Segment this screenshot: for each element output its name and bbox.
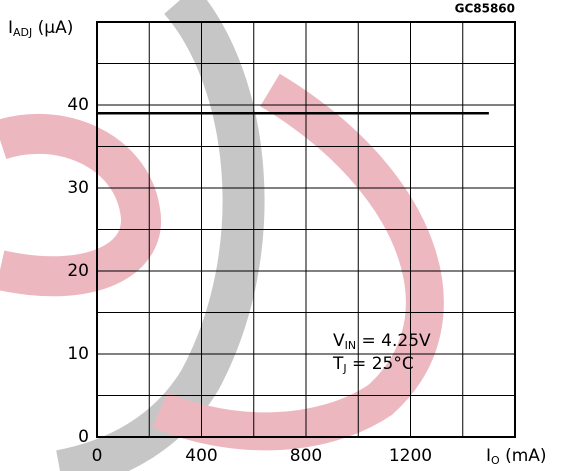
x-tick-label: 0 bbox=[92, 446, 103, 466]
y-axis-subscript: ADJ bbox=[13, 26, 32, 39]
y-tick-label: 0 bbox=[78, 427, 89, 447]
grid bbox=[97, 22, 515, 437]
y-axis-unit: (μA) bbox=[32, 18, 73, 38]
y-tick-label: 40 bbox=[67, 95, 89, 115]
annotation: TJ = 25°C bbox=[332, 354, 414, 375]
y-axis-symbol: I bbox=[8, 18, 13, 38]
y-tick-label: 20 bbox=[67, 261, 89, 281]
watermark bbox=[0, 0, 444, 471]
y-tick-label: 30 bbox=[67, 178, 89, 198]
x-tick-label: 1200 bbox=[389, 446, 432, 466]
annotation-value: = 25°C bbox=[347, 354, 414, 374]
x-axis-subscript: O bbox=[491, 454, 500, 467]
annotation-symbol: V bbox=[333, 331, 345, 351]
annotation-symbol: T bbox=[332, 354, 344, 374]
annotation: VIN = 4.25V bbox=[333, 331, 431, 352]
watermark-arc bbox=[55, 0, 265, 471]
annotation-value: = 4.25V bbox=[356, 331, 431, 351]
annotation-subscript: IN bbox=[345, 339, 356, 352]
annotation-subscript: J bbox=[342, 362, 346, 375]
plot-frame bbox=[96, 21, 516, 438]
y-tick-label: 10 bbox=[67, 344, 89, 364]
x-tick-label: 800 bbox=[290, 446, 322, 466]
x-axis-unit: (mA) bbox=[500, 446, 547, 466]
figure-id: GC85860 bbox=[455, 2, 515, 16]
x-tick-label: 400 bbox=[185, 446, 217, 466]
y-axis-title: IADJ (μA) bbox=[8, 18, 73, 39]
x-axis-symbol: I bbox=[486, 446, 491, 466]
watermark-arc bbox=[0, 113, 162, 297]
watermark-arc bbox=[152, 73, 444, 451]
x-axis-title: IO (mA) bbox=[486, 446, 547, 467]
